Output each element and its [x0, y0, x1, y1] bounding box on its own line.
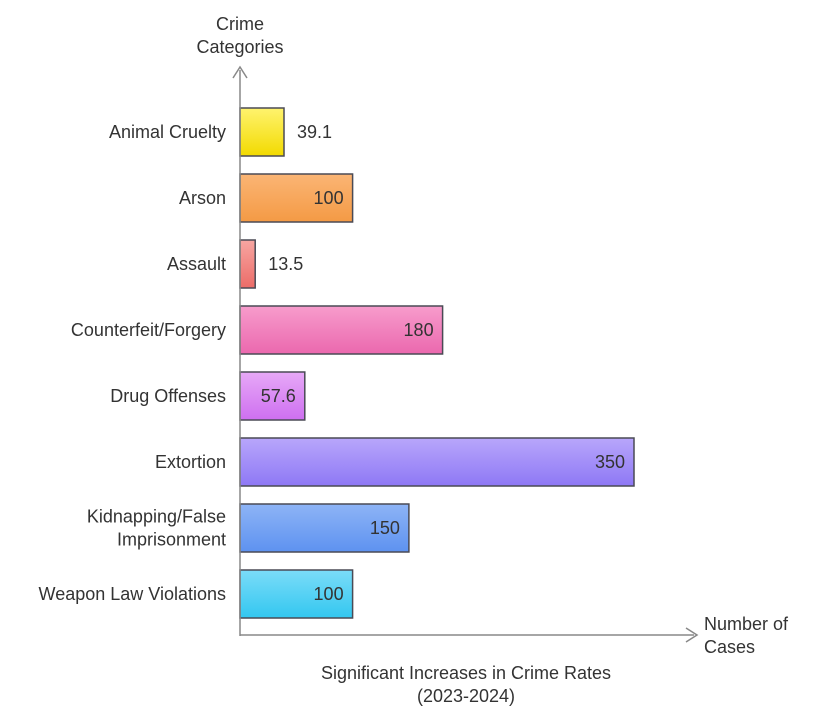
category-label: Extortion: [155, 452, 226, 472]
value-label: 100: [314, 584, 344, 604]
axes-group: [232, 65, 699, 643]
bar-drug-offenses: [239, 371, 306, 421]
category-label: Animal Cruelty: [109, 122, 226, 142]
category-label: Arson: [179, 188, 226, 208]
value-label: 350: [595, 452, 625, 472]
y-axis-arrow-icon: [232, 65, 248, 79]
value-label: 13.5: [268, 254, 303, 274]
value-label: 180: [404, 320, 434, 340]
bar-extortion: [239, 437, 635, 487]
x-axis-title: Number of Cases: [704, 614, 789, 657]
value-label: 39.1: [297, 122, 332, 142]
bars-group: [239, 107, 635, 619]
category-label: Drug Offenses: [110, 386, 226, 406]
y-axis-title: Crime Categories: [196, 14, 283, 57]
category-label: Weapon Law Violations: [39, 584, 226, 604]
category-labels: Animal Cruelty Arson Assault Counterfeit/Fo…: [39, 122, 226, 604]
category-label: Kidnapping/False Imprisonment: [87, 507, 226, 550]
bar-arson: [239, 173, 354, 223]
category-label: Counterfeit/Forgery: [71, 320, 226, 340]
bar-weapon-law-violations: [239, 569, 354, 619]
bar-kidnapping-false-imprisonment: [239, 503, 410, 553]
chart-title: Significant Increases in Crime Rates (202…: [321, 663, 611, 706]
bar-assault: [239, 239, 256, 289]
value-labels: 39.1 100 13.5 180 57.6 350 150 100: [261, 122, 625, 604]
category-label: Assault: [167, 254, 226, 274]
x-axis-arrow-icon: [685, 627, 699, 643]
bar-animal-cruelty: [239, 107, 285, 157]
value-label: 150: [370, 518, 400, 538]
value-label: 57.6: [261, 386, 296, 406]
bar-counterfeit-forgery: [239, 305, 444, 355]
value-label: 100: [314, 188, 344, 208]
